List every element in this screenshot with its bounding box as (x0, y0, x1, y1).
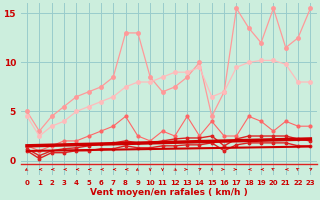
X-axis label: Vent moyen/en rafales ( km/h ): Vent moyen/en rafales ( km/h ) (90, 188, 248, 197)
